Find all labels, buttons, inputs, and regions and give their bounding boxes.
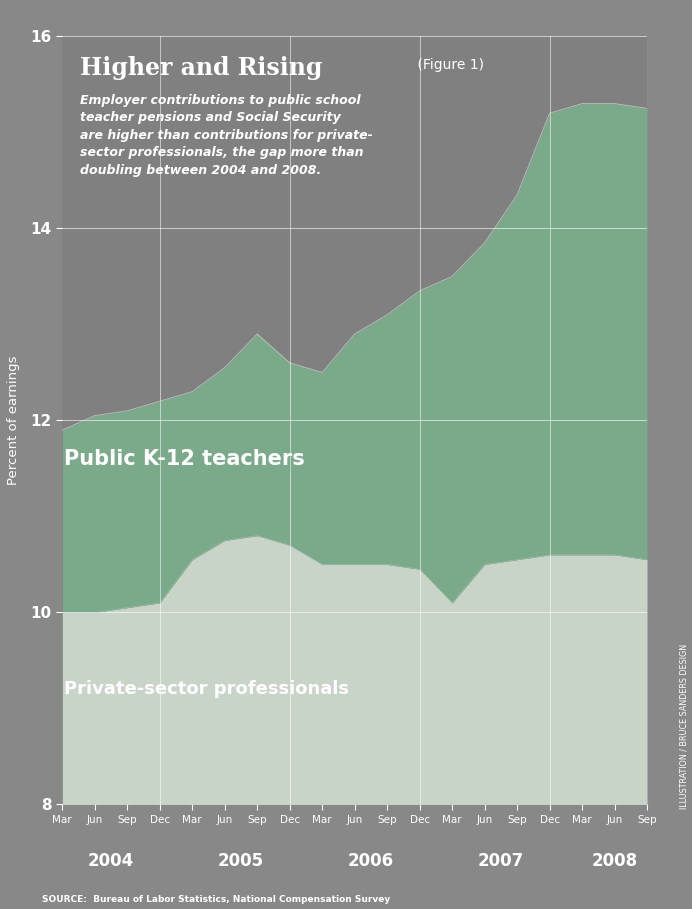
Text: (Figure 1): (Figure 1): [413, 58, 484, 72]
Text: 2005: 2005: [218, 853, 264, 871]
Text: Public K-12 teachers: Public K-12 teachers: [64, 449, 304, 469]
Text: 2007: 2007: [477, 853, 524, 871]
Text: 2008: 2008: [592, 853, 637, 871]
Text: SOURCE:  Bureau of Labor Statistics, National Compensation Survey: SOURCE: Bureau of Labor Statistics, Nati…: [42, 895, 390, 904]
Text: 2006: 2006: [348, 853, 394, 871]
Text: 2004: 2004: [88, 853, 134, 871]
Text: ILLUSTRATION / BRUCE SANDERS DESIGN: ILLUSTRATION / BRUCE SANDERS DESIGN: [680, 644, 689, 809]
Text: Private-sector professionals: Private-sector professionals: [64, 680, 349, 698]
Y-axis label: Percent of earnings: Percent of earnings: [6, 355, 19, 485]
Text: Higher and Rising: Higher and Rising: [80, 55, 322, 80]
Text: Employer contributions to public school
teacher pensions and Social Security
are: Employer contributions to public school …: [80, 94, 373, 177]
